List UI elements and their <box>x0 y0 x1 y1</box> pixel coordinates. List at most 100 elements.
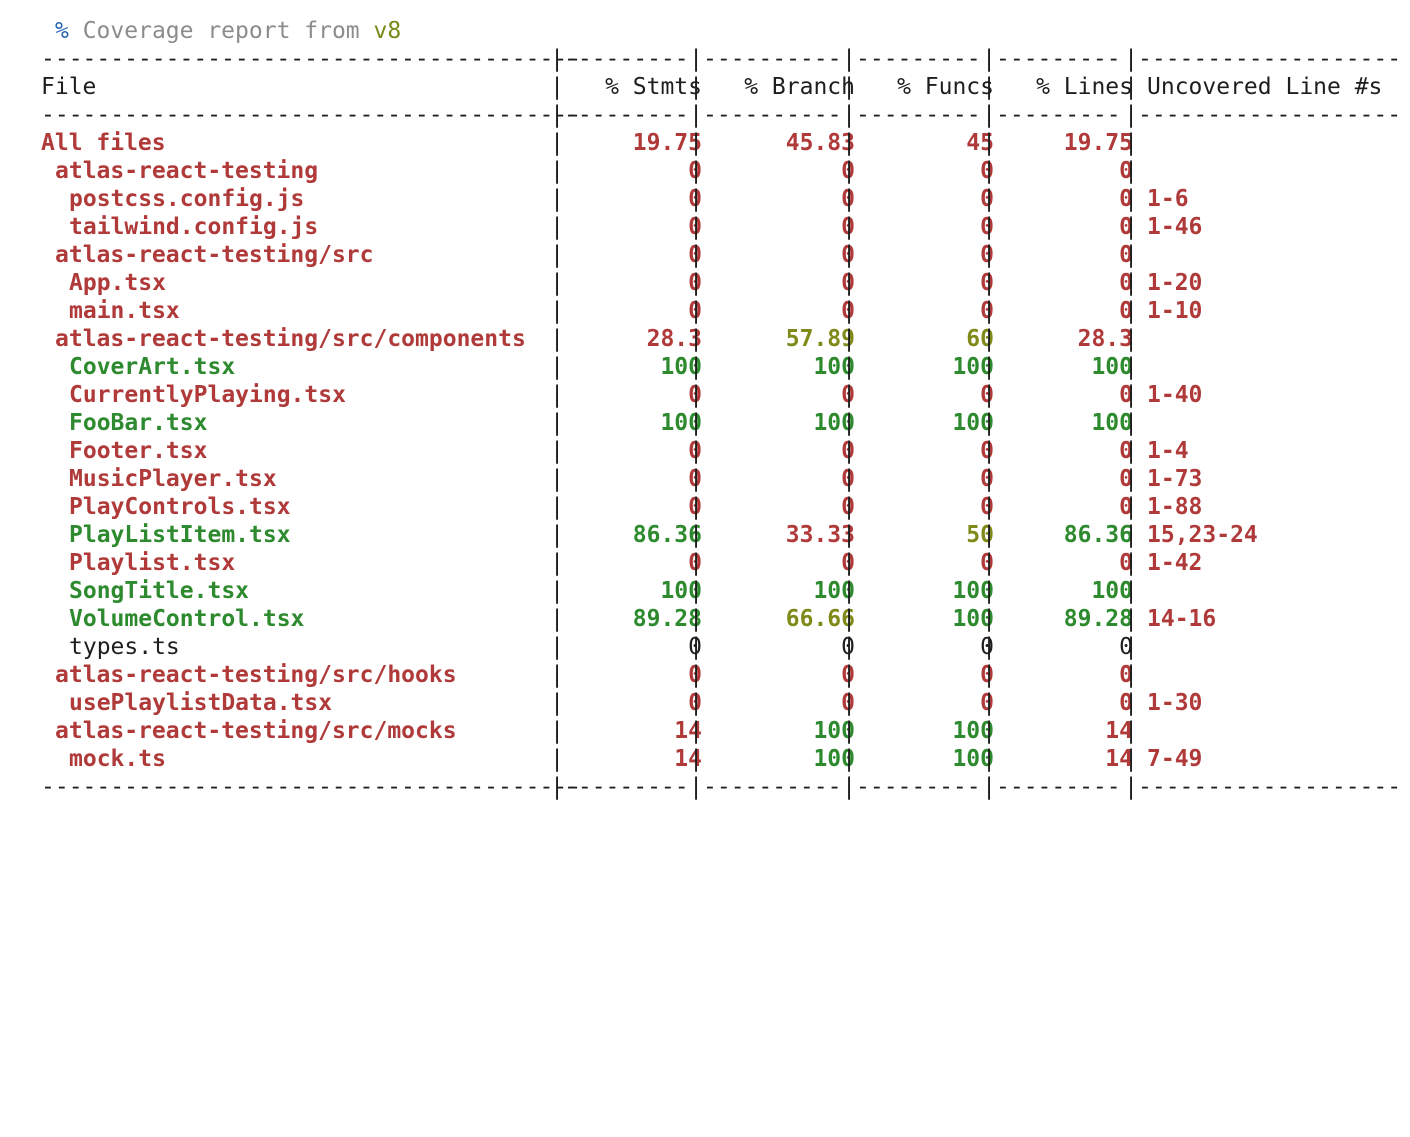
bar: | <box>1124 606 1138 632</box>
branch-value: 0 <box>841 662 855 688</box>
funcs-value: 0 <box>980 298 994 324</box>
funcs-value: 0 <box>980 214 994 240</box>
file-name: postcss.config.js <box>69 186 305 212</box>
bar: | <box>689 774 703 800</box>
branch-value: 100 <box>813 354 855 380</box>
stmts-value: 0 <box>688 550 702 576</box>
bar: | <box>689 466 703 492</box>
file-name: PlayControls.tsx <box>69 494 291 520</box>
funcs-value: 100 <box>952 606 994 632</box>
stmts-value: 14 <box>674 718 702 744</box>
bar: | <box>842 410 856 436</box>
stmts-value: 28.3 <box>646 326 702 352</box>
bar: | <box>1124 270 1138 296</box>
file-name: tailwind.config.js <box>69 214 319 240</box>
stmts-value: 0 <box>688 662 702 688</box>
stmts-value: 89.28 <box>632 606 702 632</box>
lines-value: 0 <box>1119 186 1133 212</box>
branch-value: 33.33 <box>785 522 855 548</box>
bar: | <box>550 382 564 408</box>
bar: | <box>982 298 996 324</box>
file-name: FooBar.tsx <box>69 410 208 436</box>
bar: | <box>842 606 856 632</box>
sep-branch: ---------- <box>703 46 842 72</box>
stmts-value: 0 <box>688 270 702 296</box>
branch-value: 0 <box>841 270 855 296</box>
bar: | <box>550 130 564 156</box>
bar: | <box>842 130 856 156</box>
bar: | <box>550 158 564 184</box>
bar: | <box>842 74 856 100</box>
funcs-value: 100 <box>952 410 994 436</box>
lines-value: 0 <box>1119 438 1133 464</box>
bar: | <box>689 74 703 100</box>
bar: | <box>842 298 856 324</box>
coverage-rows: All files | 19.75 | 45.83 | 45 | 19.75 | atlas-rea… <box>41 129 1258 773</box>
bar: | <box>982 634 996 660</box>
bar: | <box>550 270 564 296</box>
bar: | <box>689 298 703 324</box>
lines-value: 86.36 <box>1063 522 1133 548</box>
lines-value: 89.28 <box>1063 606 1133 632</box>
bar: | <box>1124 718 1138 744</box>
bar: | <box>982 550 996 576</box>
sep-funcs: --------- <box>856 774 981 800</box>
bar: | <box>689 326 703 352</box>
stmts-value: 19.75 <box>632 130 702 156</box>
header-lines: % Lines <box>1036 74 1133 100</box>
bar: | <box>1124 382 1138 408</box>
bar: | <box>550 410 564 436</box>
bar: | <box>982 74 996 100</box>
bar: | <box>550 634 564 660</box>
bar: | <box>842 550 856 576</box>
bar: | <box>1124 662 1138 688</box>
bar: | <box>1124 578 1138 604</box>
bar: | <box>1124 550 1138 576</box>
stmts-value: 0 <box>688 186 702 212</box>
branch-value: 0 <box>841 186 855 212</box>
funcs-value: 0 <box>980 186 994 212</box>
percent-sign: % <box>55 18 69 44</box>
bar: | <box>982 466 996 492</box>
bar: | <box>982 46 996 72</box>
bar: | <box>842 438 856 464</box>
bar: | <box>1124 242 1138 268</box>
uncovered-lines: 1-20 <box>1147 270 1203 296</box>
branch-value: 0 <box>841 466 855 492</box>
uncovered-lines: 1-4 <box>1147 438 1189 464</box>
file-name: usePlaylistData.tsx <box>69 690 333 716</box>
table-row: PlayListItem.tsx | 86.36 | 33.33 | 50 | 86.36 | 15… <box>41 521 1258 549</box>
lines-value: 0 <box>1119 214 1133 240</box>
funcs-value: 0 <box>980 270 994 296</box>
table-row: All files | 19.75 | 45.83 | 45 | 19.75 | <box>41 129 1138 157</box>
header-file: File <box>41 74 97 100</box>
bar: | <box>842 326 856 352</box>
file-name: atlas-react-testing/src/components <box>55 326 526 352</box>
sep-file: --------------------------------------- <box>41 102 582 128</box>
bar: | <box>550 774 564 800</box>
funcs-value: 0 <box>980 662 994 688</box>
bar: | <box>550 550 564 576</box>
branch-value: 100 <box>813 578 855 604</box>
stmts-value: 100 <box>660 578 702 604</box>
uncovered-lines: 7-49 <box>1147 746 1203 772</box>
bar: | <box>982 690 996 716</box>
separator-header: --------------------------------------- … <box>41 101 1401 129</box>
sep-funcs: --------- <box>856 102 981 128</box>
stmts-value: 0 <box>688 158 702 184</box>
file-name: Playlist.tsx <box>69 550 236 576</box>
bar: | <box>982 438 996 464</box>
file-name: CoverArt.tsx <box>69 354 236 380</box>
bar: | <box>689 662 703 688</box>
branch-value: 0 <box>841 158 855 184</box>
table-row: atlas-react-testing/src/components | 28.3 |… <box>41 325 1138 353</box>
uncovered-lines: 15,23-24 <box>1147 522 1258 548</box>
bar: | <box>689 690 703 716</box>
bar: | <box>550 242 564 268</box>
funcs-value: 0 <box>980 690 994 716</box>
header-branch: % Branch <box>744 74 855 100</box>
branch-value: 57.89 <box>785 326 855 352</box>
uncovered-lines: 1-6 <box>1147 186 1189 212</box>
bar: | <box>842 494 856 520</box>
file-name: Footer.tsx <box>69 438 208 464</box>
